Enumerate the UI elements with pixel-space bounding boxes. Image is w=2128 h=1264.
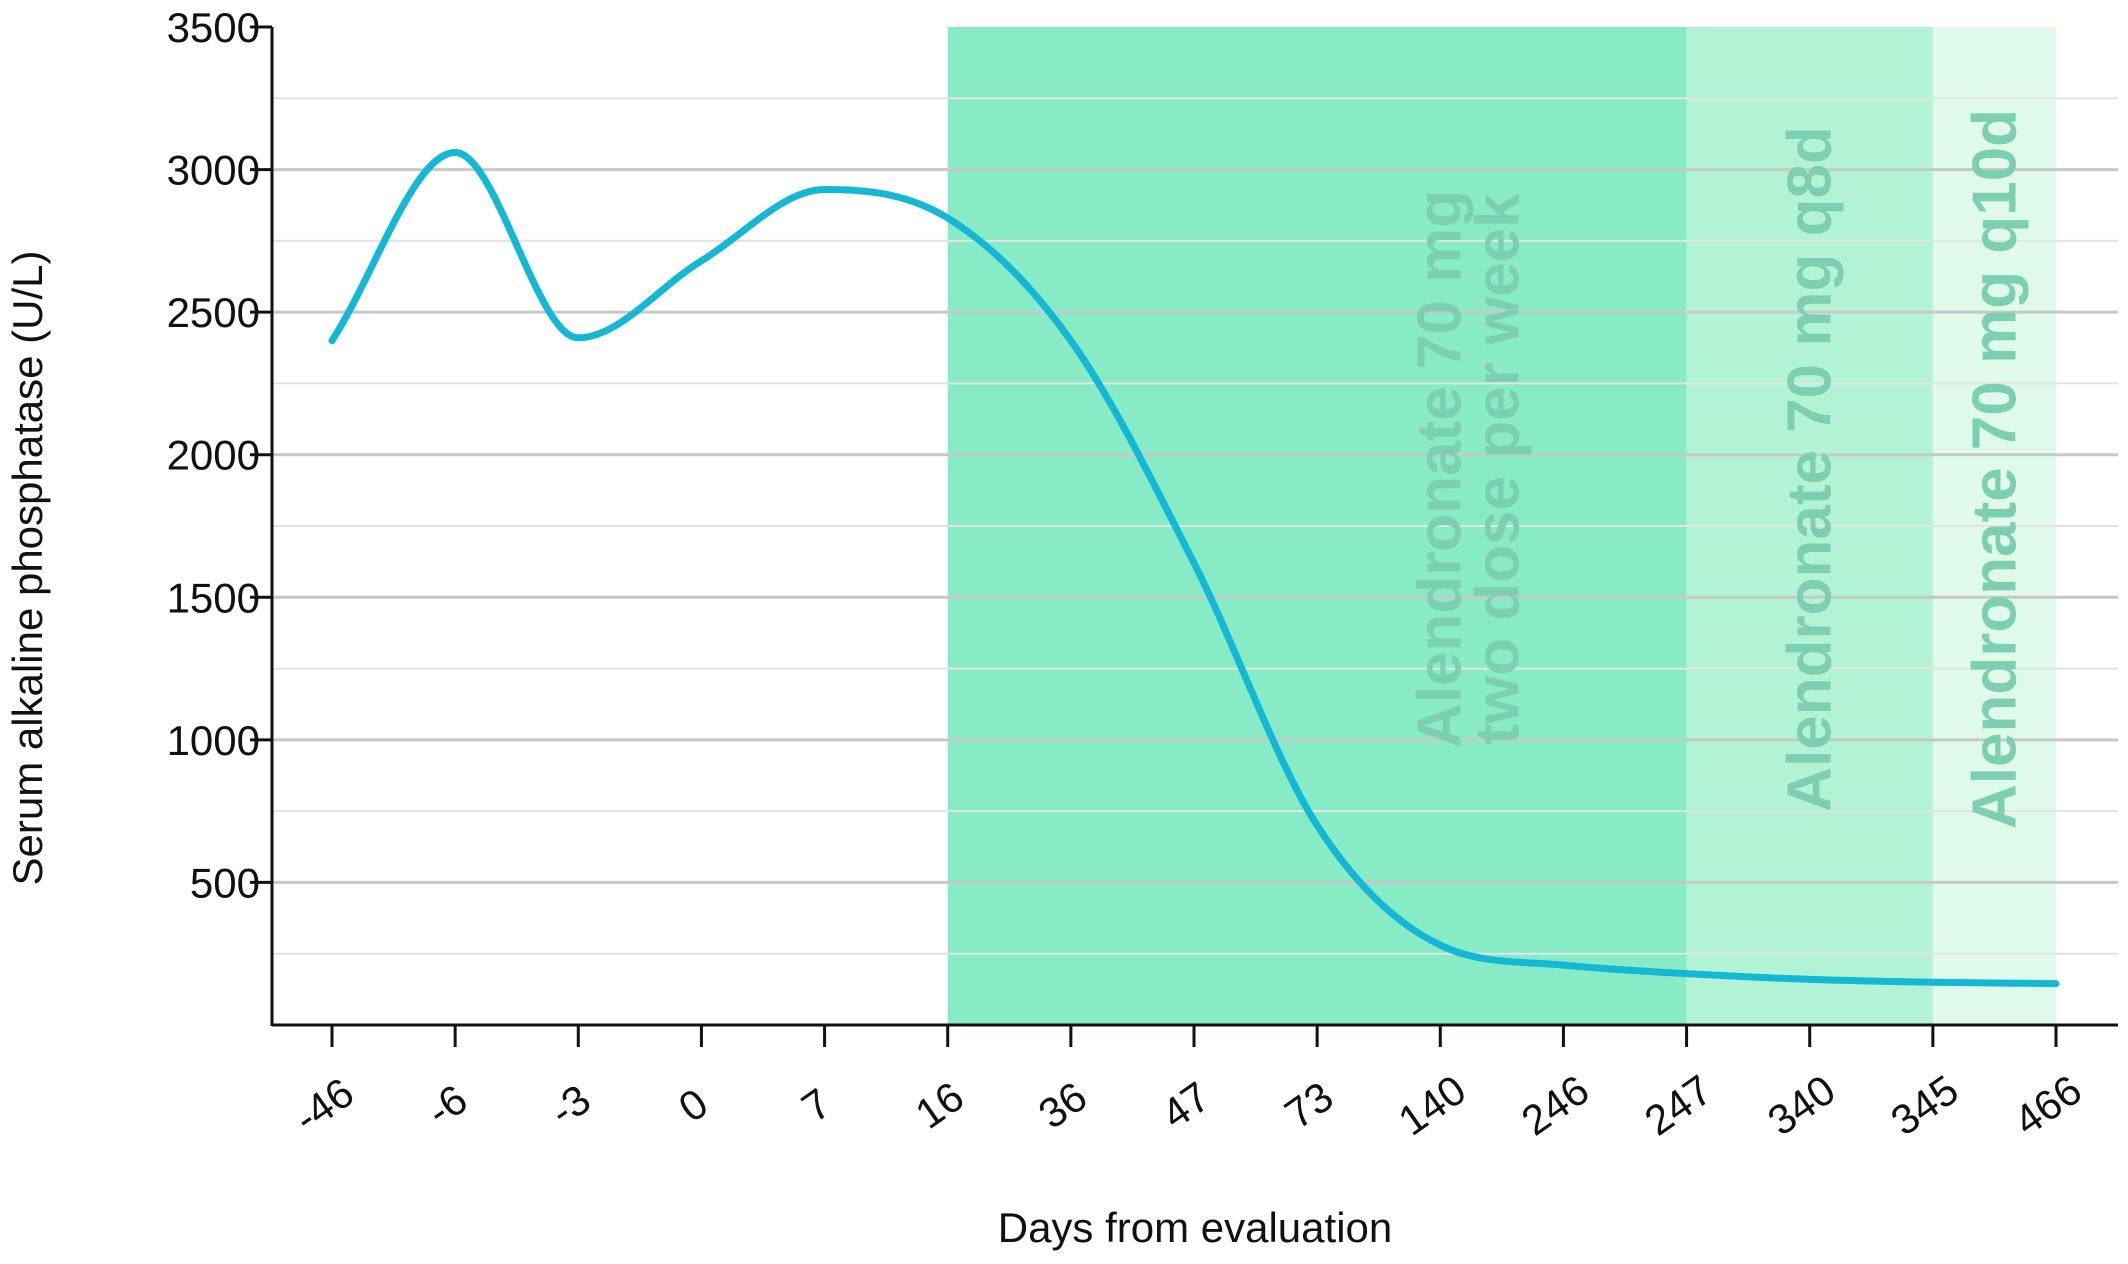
x-tick-label: -6: [418, 1075, 476, 1135]
x-tick-label: 16: [907, 1072, 972, 1137]
treatment-band-label-line: Alendronate 70 mg: [1406, 190, 1475, 748]
y-tick-label: 2000: [167, 432, 260, 479]
treatment-band-label-line: Alendronate 70 mg q10d: [1960, 109, 2029, 829]
treatment-band-label-line: two dose per week: [1464, 193, 1533, 745]
x-tick-label: 47: [1153, 1072, 1218, 1137]
y-tick-label: 500: [190, 859, 260, 906]
x-tick-label: 73: [1276, 1072, 1341, 1137]
x-tick-label: 246: [1513, 1066, 1597, 1145]
y-tick-label: 1000: [167, 717, 260, 764]
grid-lines: [272, 97, 2118, 955]
treatment-band-label-3: Alendronate 70 mg q10d: [1960, 109, 2029, 829]
x-tick-label: 36: [1030, 1072, 1095, 1137]
x-tick-label: 345: [1882, 1066, 1966, 1145]
x-tick-label: 466: [2006, 1066, 2090, 1145]
x-tick-label: 247: [1636, 1066, 1720, 1145]
x-tick-label: 0: [670, 1079, 716, 1131]
y-tick-label: 3500: [167, 4, 260, 51]
series-line-1: [328, 148, 2060, 988]
treatment-band-label-line: Alendronate 70 mg q8d: [1776, 126, 1845, 812]
treatment-band-label-2: Alendronate 70 mg q8d: [1776, 126, 1845, 812]
y-axis-title: Serum alkaline phosphatase (U/L): [4, 250, 51, 885]
treatment-band-labels: Alendronate 70 mgtwo dose per week Alendr…: [1406, 109, 2030, 829]
y-tick-label: 1500: [167, 574, 260, 621]
x-tick-label: 140: [1390, 1066, 1474, 1145]
x-tick-label: -3: [541, 1075, 599, 1135]
y-tick-label: 3000: [167, 147, 260, 194]
treatment-band-label-1: Alendronate 70 mgtwo dose per week: [1406, 190, 1533, 748]
x-tick-label: 340: [1759, 1066, 1843, 1145]
x-axis-title: Days from evaluation: [998, 1204, 1393, 1251]
x-tick-label: -46: [285, 1068, 362, 1141]
y-tick-label: 2500: [167, 289, 260, 336]
series-layer: [328, 148, 2060, 988]
x-tick-label: 7: [793, 1079, 839, 1131]
